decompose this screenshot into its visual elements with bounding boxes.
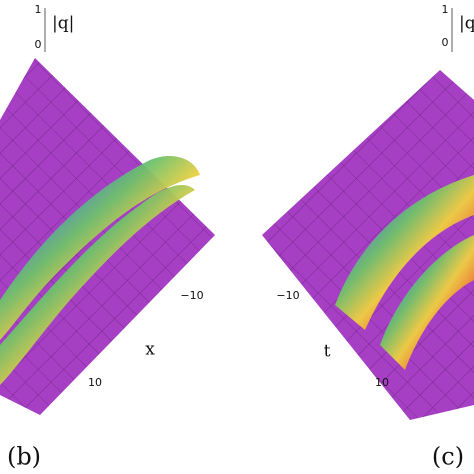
- z-label: |q|: [52, 14, 74, 34]
- axis-tick: 10: [375, 376, 389, 389]
- axis-label: x: [145, 340, 155, 360]
- surface-c: [262, 8, 474, 420]
- axis-tick: −10: [276, 289, 299, 302]
- axis-tick: −10: [180, 289, 203, 302]
- panel-label: (b): [7, 443, 41, 471]
- panel-label: (c): [432, 443, 464, 471]
- z-tick: 0: [35, 38, 42, 51]
- z-tick: 1: [35, 3, 42, 16]
- axis-label: t: [324, 342, 331, 362]
- z-label: |q: [459, 14, 474, 34]
- z-tick: 1: [442, 3, 449, 16]
- axis-tick: 10: [88, 376, 102, 389]
- z-tick: 0: [442, 36, 449, 49]
- surface-b: [0, 8, 215, 415]
